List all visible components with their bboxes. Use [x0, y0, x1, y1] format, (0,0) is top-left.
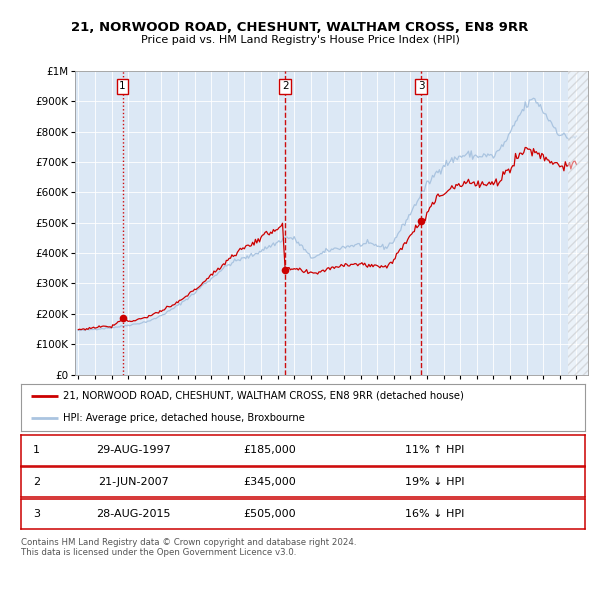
- Text: 21, NORWOOD ROAD, CHESHUNT, WALTHAM CROSS, EN8 9RR (detached house): 21, NORWOOD ROAD, CHESHUNT, WALTHAM CROS…: [64, 391, 464, 401]
- Text: 1: 1: [119, 81, 126, 91]
- Text: 2: 2: [282, 81, 289, 91]
- Text: 16% ↓ HPI: 16% ↓ HPI: [404, 509, 464, 519]
- Bar: [568, 71, 593, 375]
- Text: Contains HM Land Registry data © Crown copyright and database right 2024.
This d: Contains HM Land Registry data © Crown c…: [21, 538, 356, 558]
- Text: Price paid vs. HM Land Registry's House Price Index (HPI): Price paid vs. HM Land Registry's House …: [140, 35, 460, 45]
- Text: 11% ↑ HPI: 11% ↑ HPI: [404, 445, 464, 455]
- Text: 3: 3: [418, 81, 425, 91]
- Text: 29-AUG-1997: 29-AUG-1997: [97, 445, 171, 455]
- Text: £505,000: £505,000: [243, 509, 295, 519]
- Text: 21-JUN-2007: 21-JUN-2007: [98, 477, 169, 487]
- Text: 1: 1: [33, 445, 40, 455]
- Text: 3: 3: [33, 509, 40, 519]
- Text: 2: 2: [33, 477, 40, 487]
- Text: 21, NORWOOD ROAD, CHESHUNT, WALTHAM CROSS, EN8 9RR: 21, NORWOOD ROAD, CHESHUNT, WALTHAM CROS…: [71, 21, 529, 34]
- Text: 28-AUG-2015: 28-AUG-2015: [97, 509, 171, 519]
- Text: HPI: Average price, detached house, Broxbourne: HPI: Average price, detached house, Brox…: [64, 414, 305, 424]
- Text: 19% ↓ HPI: 19% ↓ HPI: [404, 477, 464, 487]
- Text: £345,000: £345,000: [243, 477, 296, 487]
- Text: £185,000: £185,000: [243, 445, 296, 455]
